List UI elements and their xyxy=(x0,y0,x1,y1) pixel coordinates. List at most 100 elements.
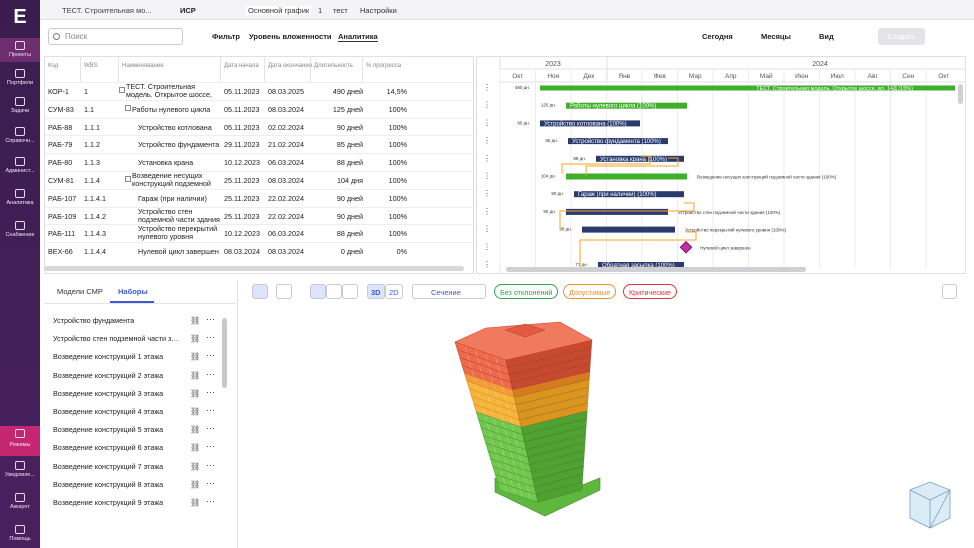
tab[interactable]: Основной график xyxy=(246,6,312,15)
set-item[interactable]: Возведение конструкций 1 этажа xyxy=(53,352,164,362)
set-item[interactable]: Возведение конструкций 3 этажа xyxy=(53,388,164,398)
task-bar xyxy=(598,262,684,268)
breadcrumb[interactable]: ИСР xyxy=(180,6,196,15)
create-button[interactable]: Создать xyxy=(878,28,925,45)
set-item[interactable]: Возведение конструкций 2 этажа xyxy=(53,370,164,380)
link-icon[interactable]: ⛓ xyxy=(190,425,201,435)
nav-item[interactable]: Аккаунт xyxy=(0,490,40,514)
more-icon[interactable]: ⋯ xyxy=(206,423,215,434)
nav-item[interactable]: Проекты xyxy=(0,38,40,62)
view-button[interactable]: Вид xyxy=(819,32,834,41)
set-item[interactable]: Устройство стен подземной части здания xyxy=(53,334,179,344)
set-item[interactable]: Устройство фундамента xyxy=(53,316,135,325)
nav-item[interactable]: Помощь xyxy=(0,522,40,546)
mode-button[interactable]: 2D xyxy=(385,284,403,299)
month-label: Июл xyxy=(831,73,844,80)
tool-button[interactable] xyxy=(276,284,292,299)
tool-button[interactable] xyxy=(310,284,326,299)
more-icon[interactable]: ⋯ xyxy=(206,350,215,361)
more-icon[interactable]: ⋯ xyxy=(206,441,215,452)
table-cell: 08.03.2024 xyxy=(268,247,304,257)
tab[interactable]: 1 xyxy=(318,6,323,15)
table-cell: 14,5% xyxy=(386,87,407,96)
link-icon[interactable]: ⛓ xyxy=(190,388,201,398)
collapse-toggle[interactable] xyxy=(125,176,131,182)
more-icon[interactable]: ⋯ xyxy=(206,477,215,488)
link-icon[interactable]: ⛓ xyxy=(190,479,201,489)
link-icon[interactable]: ⛓ xyxy=(190,334,201,344)
window-column xyxy=(504,457,507,464)
link-icon[interactable]: ⛓ xyxy=(190,498,201,507)
link-icon[interactable]: ⛓ xyxy=(190,461,201,471)
nav-item[interactable]: Справочн... xyxy=(0,124,40,148)
nav-item[interactable]: Задачи xyxy=(0,94,40,118)
set-item[interactable]: Возведение конструкций 9 этажа xyxy=(53,498,164,507)
bottom-tab[interactable]: Наборы xyxy=(118,287,148,296)
gantt-scrollbar xyxy=(506,267,806,272)
panel-divider xyxy=(44,303,236,304)
link-icon[interactable]: ⛓ xyxy=(190,316,201,325)
nav-item[interactable]: Снабжение xyxy=(0,218,40,242)
tool-button[interactable] xyxy=(326,284,342,299)
more-icon[interactable]: ⋯ xyxy=(206,314,215,324)
more-icon[interactable]: ⋯ xyxy=(206,496,215,506)
row-menu: ⋮ xyxy=(483,242,491,251)
window-column xyxy=(476,385,479,392)
filter-chip[interactable]: Без отклонений xyxy=(494,284,559,299)
fullscreen-button[interactable] xyxy=(942,284,957,299)
breadcrumb[interactable]: ТЕСТ. Строительная мо... xyxy=(62,6,152,15)
link-icon[interactable]: ⛓ xyxy=(190,407,201,416)
window-column xyxy=(475,350,478,357)
link-icon[interactable]: ⛓ xyxy=(190,370,201,380)
set-item[interactable]: Возведение конструкций 8 этажа xyxy=(53,479,164,489)
section-button[interactable]: Сечение xyxy=(412,284,486,299)
table-cell: 100% xyxy=(388,158,407,168)
table-cell: Возведение несущих конструкций подземной… xyxy=(132,172,211,188)
mode-button[interactable]: 3D xyxy=(367,284,385,299)
tool-button[interactable] xyxy=(342,284,358,299)
tab[interactable]: тест xyxy=(333,6,348,15)
more-icon[interactable]: ⋯ xyxy=(206,405,215,415)
nav-label: Админист... xyxy=(5,168,35,174)
roof xyxy=(454,321,593,361)
nav-item[interactable]: Портфели xyxy=(0,66,40,90)
bottom-tab[interactable]: Модели СМР xyxy=(57,287,103,296)
table-row xyxy=(45,171,473,189)
search-box[interactable]: Поиск xyxy=(48,28,183,45)
nav-item[interactable]: Админист... xyxy=(0,154,40,178)
filter-button[interactable]: Фильтр xyxy=(212,32,240,41)
nav-item[interactable]: Аналитика xyxy=(0,186,40,210)
set-item[interactable]: Возведение конструкций 7 этажа xyxy=(53,461,164,471)
column-header: Наименование xyxy=(122,63,164,69)
table-row xyxy=(45,224,473,242)
more-icon[interactable]: ⋯ xyxy=(206,368,215,379)
collapse-toggle[interactable] xyxy=(125,104,131,111)
filter-chip[interactable]: Допустимые xyxy=(563,284,617,299)
set-item[interactable]: Возведение конструкций 4 этажа xyxy=(53,407,164,416)
more-icon[interactable]: ⋯ xyxy=(206,459,215,470)
analytics-button[interactable]: Аналитика xyxy=(338,32,378,42)
more-icon[interactable]: ⋯ xyxy=(206,386,215,397)
table-row xyxy=(45,188,473,207)
set-item[interactable]: Возведение конструкций 6 этажа xyxy=(53,443,164,453)
scale-button[interactable]: Месяцы xyxy=(761,32,791,41)
more-icon[interactable]: ⋯ xyxy=(206,332,215,343)
task-label: ТЕСТ. Строительная модель. Открытое шосс… xyxy=(756,86,913,92)
nav-item[interactable]: Режимы xyxy=(0,426,40,456)
link-icon[interactable]: ⛓ xyxy=(190,352,201,362)
column-divider xyxy=(118,57,119,82)
nesting-button[interactable]: Уровень вложенности xyxy=(249,32,332,41)
today-button[interactable]: Сегодня xyxy=(702,32,733,41)
window-column xyxy=(496,454,499,461)
window-column xyxy=(489,431,492,438)
set-item[interactable]: Возведение конструкций 5 этажа xyxy=(53,425,164,435)
nav-item[interactable]: Уведомле... xyxy=(0,458,40,482)
collapse-toggle[interactable] xyxy=(119,87,125,93)
link-icon[interactable]: ⛓ xyxy=(190,443,201,453)
table-cell: РАБ-79 xyxy=(48,140,73,150)
tool-button[interactable] xyxy=(252,284,268,299)
filter-chip[interactable]: Критические xyxy=(623,284,677,299)
window-column xyxy=(485,388,488,395)
tab[interactable]: Настройки xyxy=(360,6,397,15)
duration-label: 90 дн. xyxy=(517,120,530,125)
